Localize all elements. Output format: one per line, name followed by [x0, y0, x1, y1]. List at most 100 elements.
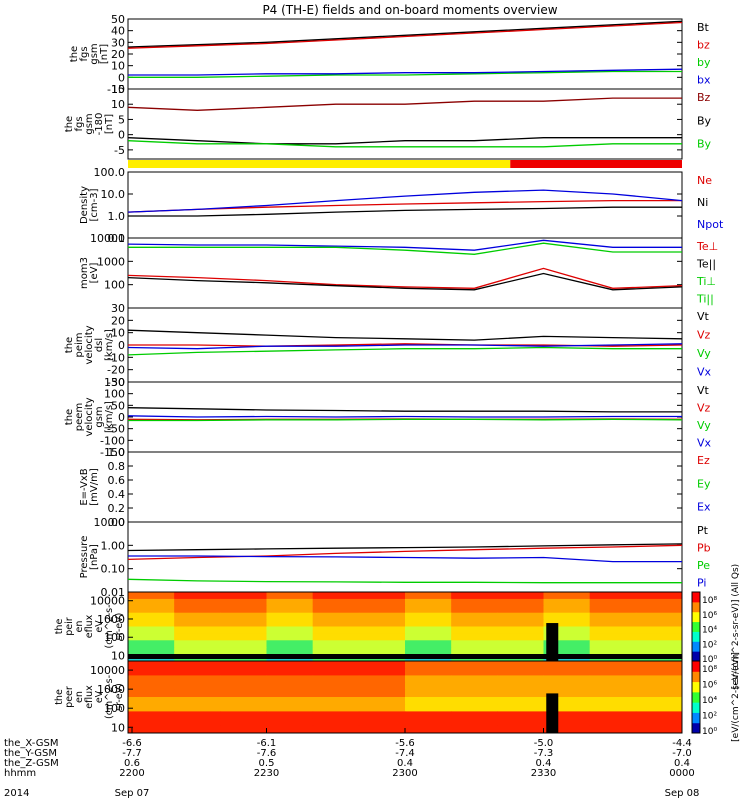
spectrogram-cell — [312, 711, 360, 720]
spectrogram-cell — [405, 725, 452, 734]
spectrogram-cell — [589, 619, 637, 627]
spectrogram-cell — [543, 647, 591, 655]
spectrogram-cell — [405, 697, 452, 705]
ephemeris-value: -7.4 — [395, 748, 415, 759]
spectrogram-cell — [589, 689, 637, 698]
legend-entry: Vy — [697, 347, 711, 360]
spectrogram-cell — [497, 668, 544, 676]
legend-entry: Pe — [697, 559, 710, 572]
legend-entry: Pb — [697, 542, 711, 555]
spectrogram-cell — [451, 689, 498, 698]
series-line-By — [127, 137, 682, 145]
colorbar-label: [eV/(cm^2-s-sr-eV)] (All Qs) — [731, 564, 741, 689]
spectrogram-cell — [128, 718, 175, 727]
spectrogram-cell — [128, 626, 175, 634]
spectrogram-cell — [497, 661, 544, 669]
spectrogram-cell — [128, 704, 175, 712]
ephemeris-value: -6.1 — [257, 738, 277, 749]
y-axis-label: dsl — [94, 338, 105, 352]
spectrogram-cell — [312, 619, 360, 627]
spectrogram-cell — [405, 647, 452, 655]
legend-entry: Vx — [697, 366, 712, 379]
series-line-Bz — [127, 97, 682, 111]
spectrogram-cell — [405, 668, 452, 676]
y-tick-label: 5 — [118, 113, 125, 126]
series-line-Vy — [127, 346, 682, 356]
spectrogram-cell — [589, 711, 637, 720]
spectrogram-cell — [543, 633, 591, 641]
series-line-Ti|| — [128, 242, 682, 255]
y-tick-label: 10000 — [90, 232, 125, 245]
ephemeris-value: -7.0 — [672, 748, 692, 759]
colorbar-swatch — [692, 702, 700, 713]
colorbar-tick-label: 10⁸ — [702, 665, 717, 675]
y-tick-label: 100 — [104, 388, 125, 401]
ephemeris-value: 0.5 — [259, 758, 275, 769]
spectrogram-cell — [312, 626, 360, 634]
spectrogram-cell — [543, 668, 591, 676]
y-tick-label: 10000 — [90, 664, 125, 677]
spectrogram-cell — [635, 725, 683, 734]
series-line-Bt — [127, 20, 683, 48]
y-tick-label: 1000 — [97, 255, 125, 268]
panel-fgs_dsl: -5 0 5 10 15 the fgs gsm -180 [nT] Bz By By — [64, 83, 712, 160]
series-line-Ti⊥ — [127, 239, 682, 251]
colorbar-swatch — [692, 592, 700, 603]
legend-entry: Bt — [697, 21, 710, 34]
y-tick-label: 10 — [111, 327, 125, 340]
spectrogram-cell — [220, 626, 267, 634]
spectrogram-cell — [358, 718, 406, 727]
panel-frame — [127, 18, 683, 90]
spectrogram-cell — [128, 697, 175, 705]
y-axis-label: [km/s] — [104, 329, 115, 361]
ephemeris-value: 0.4 — [536, 758, 552, 769]
spectrogram-cell — [497, 598, 544, 607]
data-gap-band — [546, 623, 559, 661]
spectrogram-cell — [220, 718, 267, 727]
spectrogram-cell — [543, 605, 591, 614]
spectrogram-cell — [635, 598, 683, 607]
colorbar-swatch — [692, 611, 700, 623]
y-axis-label: [nT] — [104, 114, 115, 134]
spectrogram-cell — [358, 661, 406, 669]
spectrogram-cell — [266, 592, 314, 600]
y-tick-label: -150 — [100, 446, 125, 459]
ephemeris-value: 2330 — [531, 768, 556, 779]
y-tick-label: 0 — [118, 129, 125, 142]
spectrogram-cell — [405, 704, 452, 712]
panel-efield: 0.00.20.40.60.81.0 E=-VxB [mV/m] Ez Ey Ex — [79, 446, 711, 529]
spectrogram-cell — [589, 598, 637, 607]
spectrogram-cell — [451, 682, 498, 691]
y-tick-label: 20 — [111, 314, 125, 327]
y-axis-label: eV — [94, 620, 105, 633]
y-axis-label: sr-eV) — [114, 613, 125, 641]
y-tick-label: 50 — [111, 13, 125, 26]
spectrogram-cell — [220, 640, 267, 648]
mode-bar-segment-1 — [510, 160, 682, 168]
spectrogram-cell — [497, 633, 544, 641]
spectrogram-cell — [312, 592, 360, 600]
spectrogram-cell — [266, 605, 314, 614]
y-tick-label: 15 — [111, 83, 125, 96]
spectrogram-cell — [174, 605, 221, 614]
spectrogram-cell — [266, 598, 314, 607]
spectrogram-cell — [266, 725, 314, 734]
legend-entry: Ti⊥ — [696, 275, 716, 288]
spectrogram-cell — [589, 704, 637, 712]
spectrogram-cell — [174, 718, 221, 727]
y-tick-label: -10 — [107, 351, 125, 364]
spectrogram-peir_en_eflux: 10 100 1000 10000 the peir en eflux eV (cm^2-s-sr… — [54, 564, 741, 689]
panel-frame — [127, 237, 683, 309]
series-line-Vy — [128, 418, 683, 422]
spectrogram-cell — [451, 633, 498, 641]
y-tick-label: 10 — [111, 650, 125, 663]
spectrogram-cell — [266, 668, 314, 676]
spectrogram-cell — [497, 640, 544, 648]
spectrogram-cell — [312, 605, 360, 614]
legend-entry: bz — [697, 39, 710, 52]
colorbar-swatch — [692, 681, 700, 693]
spectrogram-cell — [405, 718, 452, 727]
series-line-bx — [128, 68, 683, 76]
series-line-By — [127, 140, 682, 148]
